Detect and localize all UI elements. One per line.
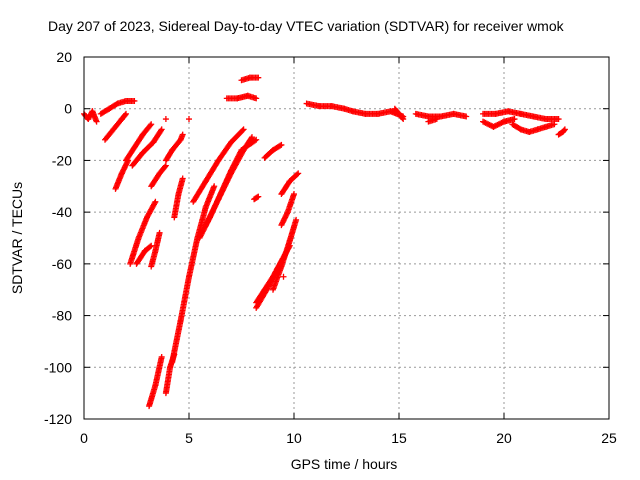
data-point [152,198,159,205]
data-point [561,126,568,133]
data-point [253,136,260,143]
series-sat-arc-6 [129,126,165,169]
data-point [255,74,262,81]
data-point [551,121,558,128]
x-tick-label: 0 [80,430,88,446]
series-sat-cluster-j [509,121,558,135]
series-sat-arc-13 [171,175,186,221]
y-tick-label: -80 [52,308,72,324]
data-point [291,191,297,198]
x-tick-label: 15 [391,430,407,446]
series-sat-cluster-h [480,108,562,123]
series-sat-arc-9 [162,131,186,164]
series-sat-cluster-g [425,116,440,125]
data-point [511,116,518,123]
series-sat-arc-1 [102,110,129,143]
series-sat-arc-8 [148,162,169,190]
data-point [278,141,285,148]
series-sat-cluster-i [480,116,518,130]
series-sat-arc-17 [223,92,260,102]
data-point [162,162,169,169]
data-point [433,116,440,123]
series-sat-arc-14 [190,126,247,205]
data-point [148,242,155,249]
series-sat-arc-5 [133,242,155,267]
data-point [179,131,186,138]
series-sat-cluster-k [555,126,568,138]
y-tick-label: -20 [52,152,72,168]
data-point [122,111,129,118]
series-sat-arc-16 [196,136,260,241]
data-point [280,273,287,280]
x-tick-label: 25 [601,430,617,446]
y-tick-label: -100 [44,359,72,375]
x-axis-label: GPS time / hours [290,456,398,472]
series-sat-arc-3 [123,121,155,164]
y-tick-label: -40 [52,204,72,220]
series-sat-arc-10 [146,353,165,410]
series-sat-point-1 [186,116,192,123]
data-point [251,137,258,144]
data-point [157,127,164,134]
y-axis-label: SDTVAR / TECUs [9,181,25,295]
data-point [295,170,302,177]
x-tick-label: 10 [286,430,302,446]
series-sat-arc-25 [278,170,302,198]
data-point [93,118,100,125]
series-sat-arc-23 [270,216,300,293]
data-point [186,116,192,123]
data-point [148,121,155,128]
data-point [151,200,158,207]
data-point [561,127,568,134]
data-point [400,116,407,123]
data-point [294,171,301,178]
series-sat-arc-2 [112,157,132,192]
data-point [277,142,284,149]
series-sat-cluster-f [412,110,470,120]
data-point [147,122,154,129]
series-sat-point-2 [162,116,169,123]
data-point [399,115,406,122]
chart-title: Day 207 of 2023, Sidereal Day-to-day VTE… [48,18,564,34]
data-point [555,116,562,123]
series-sat-point-3 [280,273,287,280]
series-sat-cluster-e [391,105,407,123]
series-sat-arc-18 [238,74,262,84]
y-tick-label: 20 [56,49,72,65]
series-sat-arc-7 [148,229,163,270]
data-point [123,110,129,117]
tick-labels: 0 5 10 15 20 25 -120 -100 -80 -60 -40 -20 0 20 [44,49,617,446]
data-point [255,193,262,200]
series-sat-arc-22 [261,141,285,161]
series-sat-arc-24 [278,191,297,229]
data-point [158,126,165,133]
y-tick-label: -60 [52,256,72,272]
data-point [162,163,168,170]
data-point [162,116,169,123]
series-sat-cluster-c [303,100,356,115]
series-sat-arc-4 [127,198,159,267]
data-point [463,113,470,120]
data-points [81,74,568,410]
data-point [179,175,186,182]
y-tick-label: -120 [44,411,72,427]
data-point [211,183,218,190]
x-tick-label: 5 [185,430,193,446]
data-point [239,127,246,134]
data-point [131,97,138,104]
series-sat-arc-19 [251,193,262,203]
data-point [253,95,260,102]
data-point [147,243,154,250]
plot-frame [83,56,610,420]
data-point [293,216,300,223]
data-point [240,126,247,133]
data-point [156,229,163,236]
data-point [158,353,165,360]
data-point [249,134,255,141]
x-tick-label: 20 [496,430,512,446]
series-sat-cluster-b [97,97,138,117]
series-sat-arc-11 [162,351,178,397]
y-tick-label: 0 [64,101,72,117]
